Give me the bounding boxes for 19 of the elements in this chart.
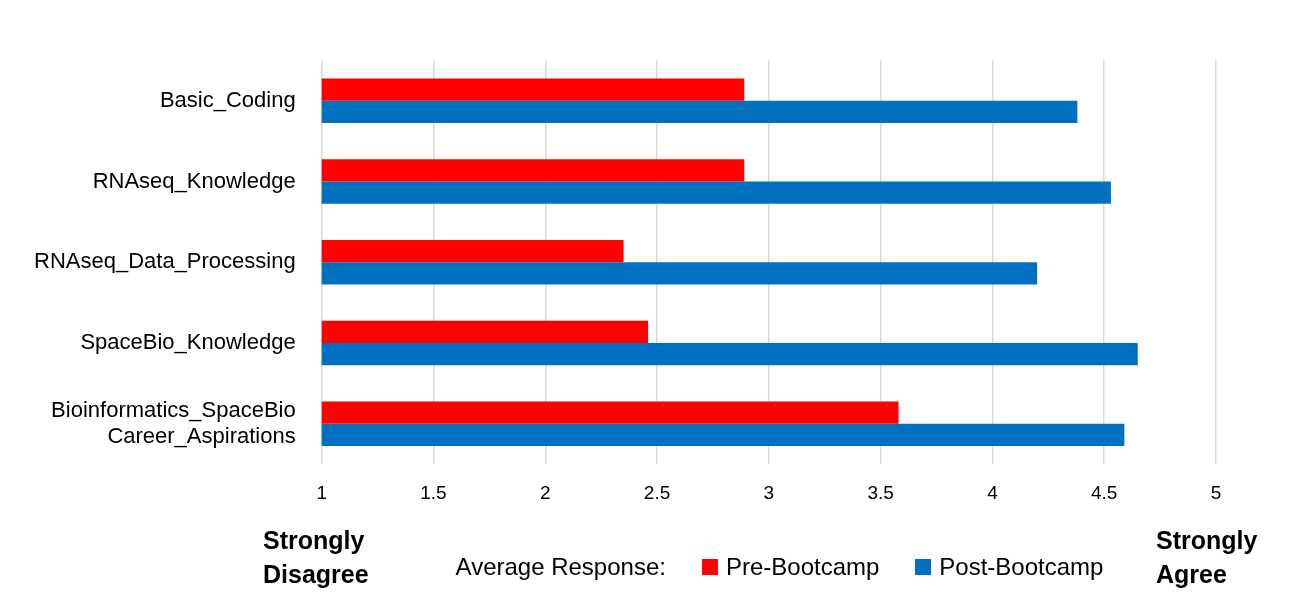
y-tick-label: SpaceBio_Knowledge: [80, 329, 296, 355]
x-tick-label: 1: [316, 481, 327, 503]
x-tick-label: 3.5: [867, 481, 894, 503]
legend-title: Average Response:: [455, 553, 666, 581]
y-tick-label: RNAseq_Knowledge: [92, 167, 296, 193]
legend-label: Pre-Bootcamp: [725, 553, 880, 581]
y-tick-label: Basic_Coding: [159, 86, 296, 112]
y-tick-label: Bioinformatics_SpaceBio Career_Aspirations: [51, 396, 296, 449]
x-tick-label: 5: [1210, 481, 1222, 503]
text: Strongly Agree: [1155, 525, 1259, 590]
x-tick-label: 4.5: [1091, 481, 1118, 503]
x-tick-label: 1.5: [420, 481, 447, 503]
legend-label: Post-Bootcamp: [939, 553, 1104, 581]
x-tick-label: 3: [763, 481, 775, 503]
x-tick-label: 2: [539, 481, 551, 503]
x-tick-label: 2.5: [643, 481, 671, 503]
x-tick-label: 4: [987, 481, 999, 503]
text: Strongly Disagree: [263, 525, 370, 590]
y-tick-label: RNAseq_Data_Processing: [33, 248, 296, 274]
